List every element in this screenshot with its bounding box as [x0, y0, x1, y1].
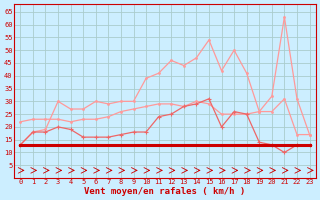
X-axis label: Vent moyen/en rafales ( km/h ): Vent moyen/en rafales ( km/h )	[84, 187, 245, 196]
